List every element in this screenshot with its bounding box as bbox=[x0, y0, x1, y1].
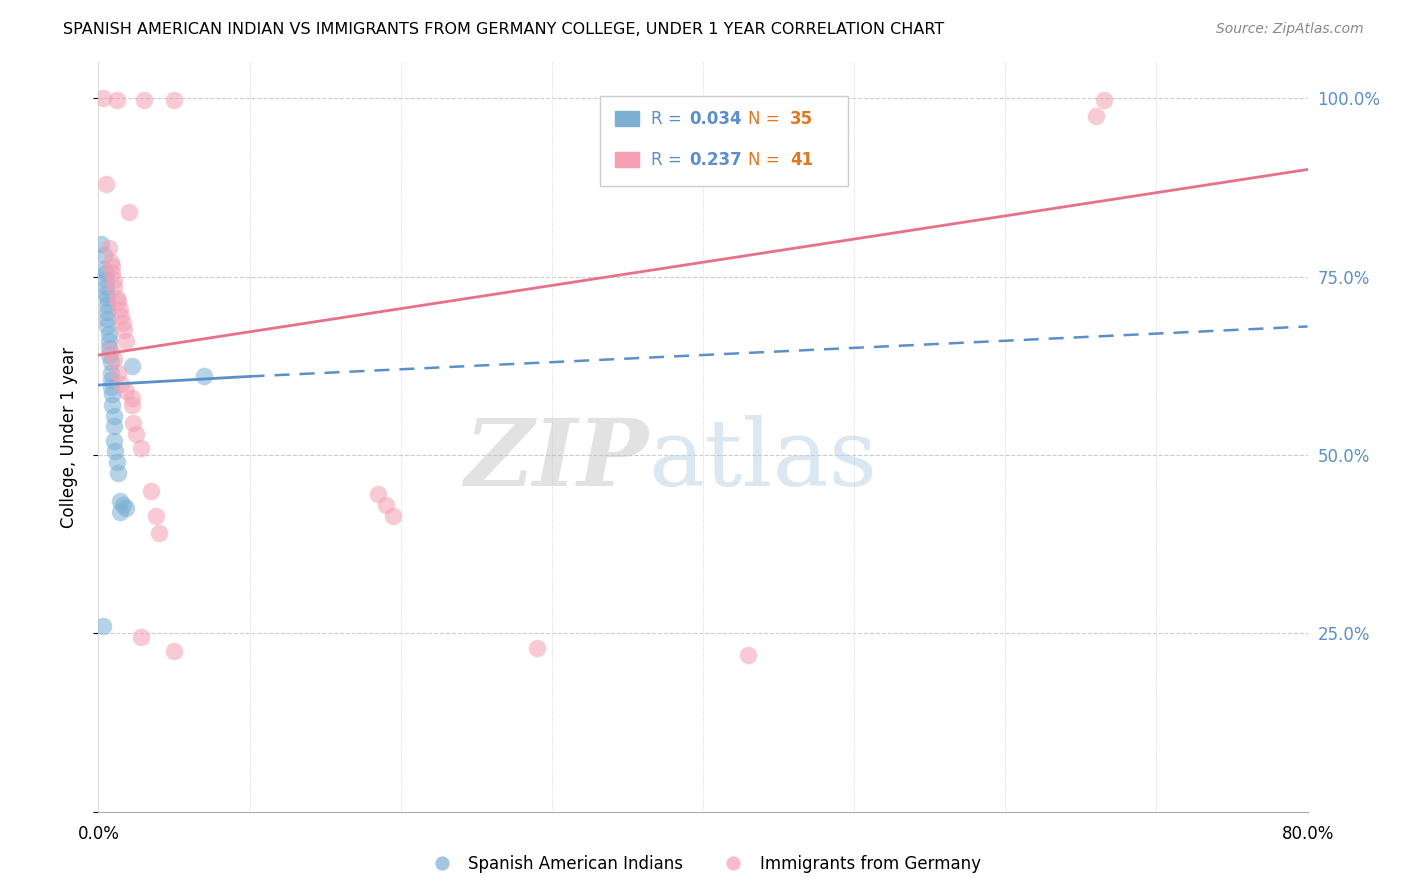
Point bbox=[103, 351, 125, 366]
Point bbox=[96, 305, 118, 319]
Point bbox=[103, 419, 125, 434]
Point bbox=[105, 93, 128, 107]
Point bbox=[96, 319, 118, 334]
Point bbox=[103, 434, 125, 448]
Point bbox=[121, 398, 143, 412]
Point bbox=[145, 508, 167, 523]
Point bbox=[148, 526, 170, 541]
Point bbox=[101, 398, 124, 412]
Text: 0.237: 0.237 bbox=[690, 151, 742, 169]
Point bbox=[141, 483, 163, 498]
Text: R =: R = bbox=[651, 110, 688, 128]
Point bbox=[98, 341, 121, 355]
Point bbox=[129, 630, 152, 644]
Point bbox=[100, 366, 122, 380]
Point bbox=[103, 409, 125, 423]
Point bbox=[98, 348, 121, 362]
Point bbox=[90, 237, 112, 252]
Text: 35: 35 bbox=[790, 110, 813, 128]
Point bbox=[98, 326, 121, 341]
Point bbox=[737, 648, 759, 662]
Point bbox=[101, 266, 124, 280]
Point bbox=[107, 294, 129, 309]
Bar bbox=[614, 112, 638, 126]
Point bbox=[367, 487, 389, 501]
Text: 0.034: 0.034 bbox=[690, 110, 742, 128]
Point bbox=[100, 373, 122, 387]
Text: atlas: atlas bbox=[648, 415, 877, 505]
Point bbox=[111, 498, 134, 512]
Bar bbox=[614, 153, 638, 168]
Point bbox=[193, 369, 215, 384]
Point bbox=[118, 205, 141, 219]
Point bbox=[107, 466, 129, 480]
Point bbox=[101, 259, 124, 273]
Point bbox=[107, 366, 129, 380]
Y-axis label: College, Under 1 year: College, Under 1 year bbox=[59, 346, 77, 528]
Point bbox=[96, 312, 118, 326]
Point bbox=[526, 640, 548, 655]
Point bbox=[100, 344, 122, 359]
Point bbox=[96, 298, 118, 312]
Text: 41: 41 bbox=[790, 151, 813, 169]
Text: SPANISH AMERICAN INDIAN VS IMMIGRANTS FROM GERMANY COLLEGE, UNDER 1 YEAR CORRELA: SPANISH AMERICAN INDIAN VS IMMIGRANTS FR… bbox=[63, 22, 945, 37]
Point bbox=[121, 359, 143, 373]
Point bbox=[104, 444, 127, 458]
Text: Source: ZipAtlas.com: Source: ZipAtlas.com bbox=[1216, 22, 1364, 37]
Point bbox=[114, 501, 136, 516]
Point bbox=[98, 241, 121, 255]
Point bbox=[163, 93, 186, 107]
Point bbox=[111, 316, 134, 330]
Point bbox=[121, 391, 143, 405]
Point bbox=[105, 455, 128, 469]
Point bbox=[93, 248, 115, 262]
Text: R =: R = bbox=[651, 151, 688, 169]
Point bbox=[1085, 109, 1108, 123]
Point bbox=[103, 273, 125, 287]
Point bbox=[129, 441, 152, 455]
Point bbox=[114, 334, 136, 348]
Point bbox=[94, 266, 117, 280]
Point bbox=[114, 384, 136, 398]
Point bbox=[110, 376, 132, 391]
Point bbox=[122, 416, 145, 430]
Point bbox=[100, 380, 122, 394]
Point bbox=[132, 93, 155, 107]
Text: ZIP: ZIP bbox=[464, 415, 648, 505]
Point bbox=[93, 262, 115, 277]
Point bbox=[94, 273, 117, 287]
Text: N =: N = bbox=[748, 151, 785, 169]
Point bbox=[101, 387, 124, 401]
Point bbox=[112, 323, 135, 337]
Point bbox=[103, 280, 125, 294]
Text: N =: N = bbox=[748, 110, 785, 128]
Point bbox=[382, 508, 405, 523]
FancyBboxPatch shape bbox=[600, 96, 848, 186]
Point bbox=[1092, 93, 1115, 107]
Point bbox=[91, 91, 114, 105]
Point bbox=[94, 280, 117, 294]
Point bbox=[94, 287, 117, 301]
Point bbox=[100, 255, 122, 269]
Point bbox=[163, 644, 186, 658]
Point bbox=[98, 334, 121, 348]
Point bbox=[108, 301, 131, 316]
Point bbox=[108, 505, 131, 519]
Point bbox=[125, 426, 148, 441]
Point bbox=[105, 291, 128, 305]
Point bbox=[110, 309, 132, 323]
Point bbox=[94, 177, 117, 191]
Point bbox=[108, 494, 131, 508]
Point bbox=[91, 619, 114, 633]
Point bbox=[374, 498, 396, 512]
Legend: Spanish American Indians, Immigrants from Germany: Spanish American Indians, Immigrants fro… bbox=[419, 848, 987, 880]
Point bbox=[96, 291, 118, 305]
Point bbox=[100, 355, 122, 369]
